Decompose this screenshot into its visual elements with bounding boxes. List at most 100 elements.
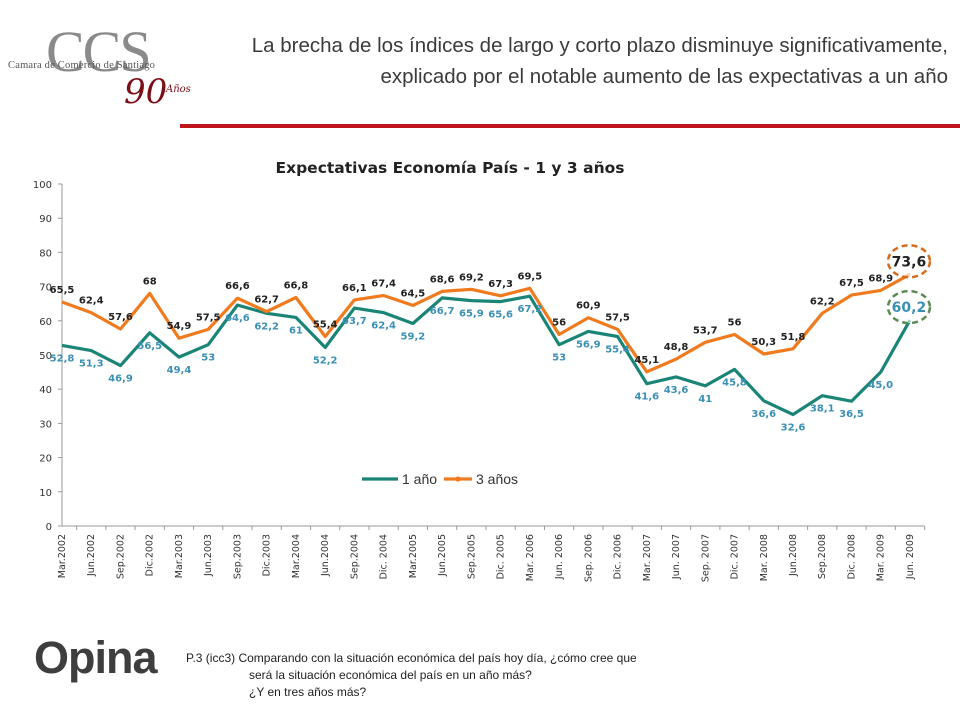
x-tick-label: Sep.2008 [817,534,828,579]
chart-title: Expectativas Economía País - 1 y 3 años [276,159,625,177]
y-tick-label: 50 [39,351,52,362]
data-label: 64,6 [225,313,250,324]
x-tick-label: Mar.2002 [57,534,68,578]
x-tick-label: Jun.2003 [203,534,214,577]
data-label: 43,6 [664,385,689,396]
y-tick-label: 10 [39,488,52,499]
data-label: 65,6 [488,310,513,321]
data-label-last: 60,2 [892,300,927,316]
x-tick-label: Dic. 2004 [379,534,390,579]
logo-initials: CCS [46,19,152,84]
x-tick-label: Mar.2003 [174,534,185,578]
data-label: 68 [143,276,157,287]
data-label: 56 [552,317,566,328]
x-tick-label: Mar.2004 [291,534,302,578]
data-label: 69,5 [517,271,542,282]
data-label: 53 [201,353,215,364]
y-tick-label: 70 [39,283,52,294]
data-label: 57,5 [196,312,221,323]
data-label: 46,9 [108,374,133,385]
data-label: 54,9 [167,321,192,332]
x-tick-label: Sep.2003 [232,534,243,579]
data-label: 45,1 [634,355,659,366]
page-headline: La brecha de los índices de largo y cort… [188,30,948,92]
opina-logo: Opina [34,632,158,684]
headline-line-2: explicado por el notable aumento de las … [380,65,948,88]
logo-years: 90 [124,72,168,112]
x-tick-label: Sep.2005 [466,534,477,579]
data-label: 62,4 [371,321,396,332]
data-label: 62,7 [254,295,279,306]
ccs-logo: CCS Camara de Comercio de Santiago 90 Añ… [6,18,191,112]
data-label: 55,4 [605,345,630,356]
expectations-line-chart: Expectativas Economía País - 1 y 3 años 0… [33,159,932,582]
x-tick-label: Sep. 2006 [583,534,594,582]
x-tick-label: Jun.2004 [320,534,331,577]
data-label: 36,6 [751,409,776,420]
data-label: 41 [698,394,712,405]
data-label: 59,2 [401,332,426,343]
x-tick-label: Jun.2002 [86,534,97,577]
data-label: 53,7 [693,325,718,336]
question-line-1: P.3 (icc3) Comparando con la situación e… [186,651,637,665]
highlight-circle-1-ano [886,289,932,325]
legend-label-1-ano: 1 año [402,471,437,487]
x-tick-label: Jun.2005 [437,534,448,577]
series-line-1-ano [61,294,912,417]
x-tick-label: Dic.2003 [262,534,273,576]
data-label: 56 [728,317,742,328]
legend-label-3-anos: 3 años [476,471,518,487]
highlight-circle-3-anos [886,244,932,279]
data-label: 32,6 [781,423,806,434]
x-tick-label: Jun.2008 [788,534,799,577]
x-tick-label: Sep. 2007 [700,534,711,582]
data-label: 65,5 [50,285,75,296]
data-label: 62,4 [79,296,104,307]
data-label: 53 [552,353,566,364]
data-label: 69,2 [459,272,484,283]
data-label: 36,5 [839,409,864,420]
x-tick-label: Jun. 2009 [905,534,916,580]
data-label: 51,8 [781,332,806,343]
x-tick-label: Dic.2002 [145,534,156,576]
x-tick-label: Jun. 2006 [554,534,565,580]
data-label: 38,1 [810,404,835,415]
data-label: 68,9 [868,273,893,284]
x-tick-label: Sep.2002 [115,534,126,579]
data-label: 57,6 [108,312,133,323]
data-label: 50,3 [751,337,776,348]
x-tick-label: Mar.2005 [408,534,419,578]
data-label: 68,6 [430,274,455,285]
data-label: 55,4 [313,320,338,331]
data-label: 61 [289,325,303,336]
data-label: 62,2 [254,321,279,332]
data-label: 65,9 [459,309,484,320]
data-label: 51,3 [79,359,104,370]
data-label: 64,5 [401,288,426,299]
data-label: 56,9 [576,339,601,350]
data-label: 52,8 [50,353,75,364]
data-label: 49,4 [167,365,192,376]
y-tick-label: 60 [39,317,52,328]
x-tick-label: Sep.2004 [349,534,360,579]
data-label: 52,2 [313,355,338,366]
data-label: 67,4 [371,278,396,289]
headline-line-1: La brecha de los índices de largo y cort… [251,34,948,57]
data-label: 41,6 [634,392,659,403]
data-label: 57,5 [605,312,630,323]
survey-question: P.3 (icc3) Comparando con la situación e… [186,650,746,701]
y-tick-label: 80 [39,248,52,259]
series-line-3-anos [61,272,911,374]
data-label: 67,5 [839,278,864,289]
data-label: 56,5 [137,341,162,352]
question-line-3: ¿Y en tres años más? [249,685,367,699]
x-tick-label: Mar. 2006 [525,534,536,581]
x-tick-label: Mar. 2008 [759,534,770,581]
logo-name: Camara de Comercio de Santiago [8,60,156,71]
logo-years-word: Años [166,84,191,95]
y-tick-label: 30 [39,419,52,430]
question-line-2: será la situación económica del país en … [249,668,532,682]
y-tick-label: 0 [46,522,52,533]
opina-brand: Opina [34,632,158,683]
data-label: 60,9 [576,301,601,312]
